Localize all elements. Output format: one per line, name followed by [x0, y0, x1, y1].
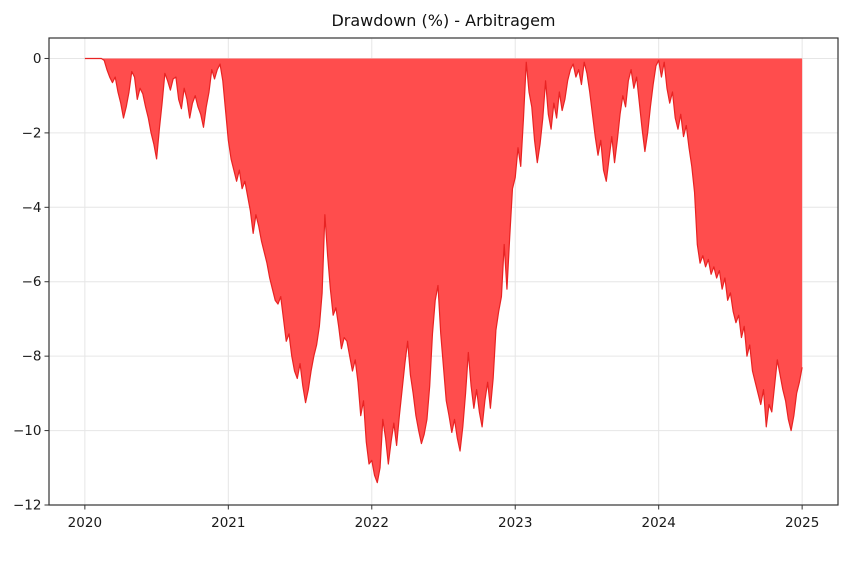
y-tick-label: −2 [22, 125, 42, 141]
drawdown-fill [84, 58, 803, 483]
x-axis-labels: 2020 2021 2022 2023 2024 2025 [68, 515, 820, 531]
chart-title: Drawdown (%) - Arbitragem [331, 11, 556, 30]
y-tick-label: 0 [33, 51, 42, 67]
x-tick-label: 2024 [642, 515, 676, 531]
drawdown-curve [84, 57, 803, 484]
y-tick-label: −10 [13, 423, 42, 439]
x-tick-label: 2021 [211, 515, 245, 531]
drawdown-line [84, 57, 803, 484]
x-tick-label: 2025 [785, 515, 819, 531]
x-tick-label: 2023 [498, 515, 532, 531]
drawdown-area [84, 58, 803, 483]
x-tick-label: 2020 [68, 515, 102, 531]
y-tick-label: −12 [13, 498, 42, 514]
y-tick-label: −4 [22, 200, 42, 216]
axis-ticks [44, 57, 803, 510]
y-tick-label: −6 [22, 274, 42, 290]
x-tick-label: 2022 [355, 515, 389, 531]
y-axis-labels: 0 −2 −4 −6 −8 −10 −12 [13, 51, 42, 514]
plot-border [48, 37, 839, 506]
y-tick-label: −8 [22, 349, 42, 365]
